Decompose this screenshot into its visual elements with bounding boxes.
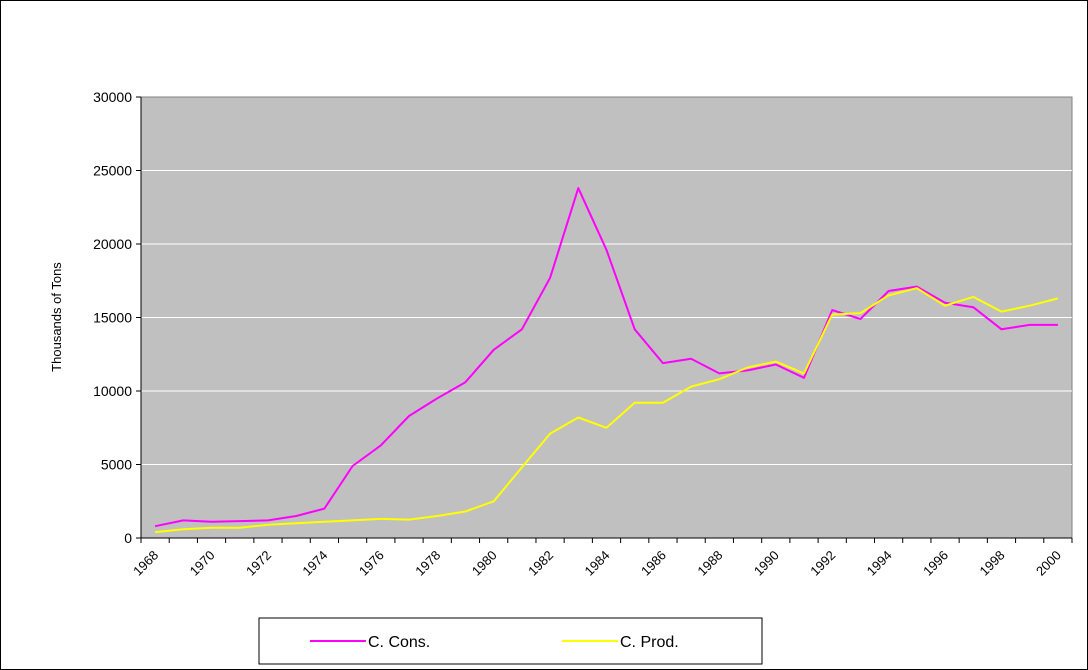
gridlines [141,170,1072,465]
x-tick-label: 1972 [243,548,274,579]
x-tick-label: 1990 [751,548,782,579]
x-tick-label: 1998 [977,548,1008,579]
x-tick-label: 1986 [638,548,669,579]
axes [136,96,1073,543]
x-tick-label: 1992 [807,548,838,579]
y-tick-label: 10000 [93,383,132,399]
x-tick-label: 1970 [187,548,218,579]
x-tick-label: 1968 [130,548,161,579]
series-line-c-prod [154,287,1059,534]
y-tick-label: 5000 [101,457,132,473]
legend-label-c-cons: C. Cons. [368,634,430,651]
x-tick-label: 1994 [864,548,895,579]
series-line-c-cons [154,187,1058,528]
y-axis-title: Thousands of Tons [49,262,64,372]
y-tick-label: 25000 [93,163,132,179]
y-tick-label: 0 [124,530,132,546]
legend-label-c-prod: C. Prod. [620,634,679,651]
legend: C. Cons. C. Prod. [258,617,763,665]
y-tick-label: 15000 [93,310,132,326]
x-tick-label: 1976 [356,548,387,579]
x-tick-label: 1984 [582,548,613,579]
x-tick-label: 1978 [412,548,443,579]
x-tick-label: 1996 [920,548,951,579]
x-tick-labels: 1968 1970 1972 1974 1976 1978 1980 1982 1984 1986… [130,548,1064,579]
y-tick-label: 20000 [93,236,132,252]
y-tick-labels: 0 5000 10000 15000 20000 25000 30000 [93,89,132,546]
y-tick-label: 30000 [93,89,132,105]
x-tick-label: 1980 [469,548,500,579]
series-lines [154,187,1059,534]
x-tick-label: 1982 [525,548,556,579]
x-tick-label: 1974 [299,548,330,579]
x-tick-label: 1988 [694,548,725,579]
x-tick-label: 2000 [1033,548,1064,579]
